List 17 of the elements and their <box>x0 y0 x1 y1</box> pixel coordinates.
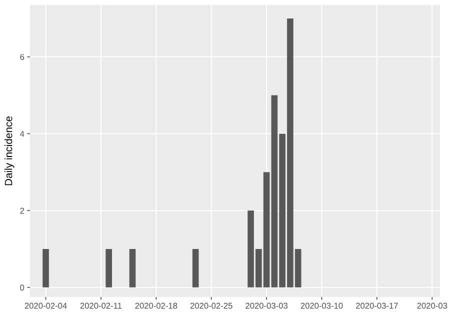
bar <box>129 248 136 288</box>
bar <box>106 248 112 288</box>
bar <box>192 248 199 288</box>
y-tick-label: 0 <box>20 284 24 290</box>
x-tick-label: 2020-03-17 <box>356 302 398 309</box>
x-tick-label: 2020-02-25 <box>190 302 232 309</box>
y-axis-title: Daily incidence <box>4 116 14 186</box>
y-tick-label: 4 <box>20 130 24 137</box>
bar <box>42 248 49 288</box>
x-tick-label: 2020-02-04 <box>24 302 67 309</box>
x-tick-label: 2020-03 <box>417 302 448 309</box>
x-tick-label: 2020-02-11 <box>80 302 122 309</box>
x-tick-label: 2020-03-03 <box>246 302 288 309</box>
y-tick-label: 2 <box>20 208 24 214</box>
x-tick-label: 2020-03-10 <box>300 302 343 309</box>
x-tick-label: 2020-02-18 <box>135 302 178 309</box>
y-tick-label: 6 <box>20 54 24 60</box>
